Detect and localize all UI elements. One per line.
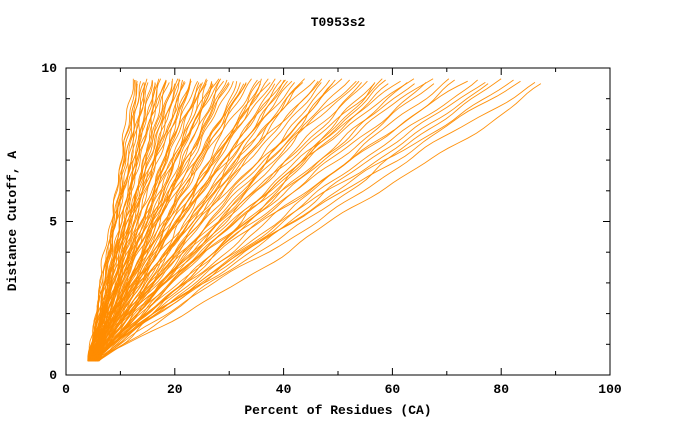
- x-tick-label: 40: [276, 382, 292, 397]
- model-curve: [91, 80, 401, 362]
- model-curve: [95, 82, 486, 362]
- model-curve: [88, 81, 141, 362]
- model-curve: [89, 78, 383, 362]
- y-tick-label: 5: [49, 215, 57, 230]
- model-curve: [98, 79, 478, 362]
- model-curve: [94, 82, 376, 362]
- model-curve: [87, 80, 293, 362]
- x-tick-label: 100: [598, 382, 622, 397]
- model-curve: [95, 80, 521, 362]
- x-tick-label: 60: [385, 382, 401, 397]
- model-curve: [96, 83, 415, 362]
- axes-layer: 0 20 40 60 80 100 0 5 10: [41, 61, 622, 397]
- curves-layer: [87, 78, 542, 362]
- model-curve: [92, 82, 304, 362]
- model-curve: [89, 78, 134, 362]
- model-curve: [92, 79, 331, 362]
- y-tick-label: 10: [41, 61, 57, 76]
- model-curve: [91, 82, 427, 362]
- model-curve: [94, 78, 415, 362]
- model-curve: [96, 82, 536, 362]
- model-curve: [89, 80, 319, 362]
- model-curve: [92, 78, 222, 362]
- model-curve: [87, 82, 145, 362]
- model-curve: [92, 78, 343, 362]
- model-curve: [91, 79, 386, 362]
- model-curve: [95, 83, 247, 362]
- model-curve: [91, 78, 323, 362]
- chart-title: T0953s2: [311, 15, 366, 30]
- model-curve: [88, 79, 183, 362]
- model-curve: [93, 79, 167, 362]
- model-curve: [95, 83, 489, 362]
- model-curve: [95, 78, 450, 362]
- model-curve: [93, 78, 434, 362]
- model-curve: [98, 80, 368, 362]
- y-axis-title: Distance Cutoff, A: [5, 151, 20, 292]
- model-curve: [93, 83, 435, 362]
- model-curve: [91, 80, 468, 362]
- model-curve: [94, 80, 357, 362]
- model-curve: [88, 83, 389, 362]
- x-tick-label: 20: [167, 382, 183, 397]
- x-tick-label: 0: [62, 382, 70, 397]
- model-curve: [96, 78, 502, 362]
- x-tick-label: 80: [493, 382, 509, 397]
- model-curve: [90, 82, 203, 362]
- model-curve: [87, 78, 148, 362]
- y-tick-label: 0: [49, 368, 57, 383]
- model-curve: [93, 78, 305, 362]
- model-curve: [92, 79, 316, 362]
- model-curve: [93, 81, 238, 362]
- model-curve: [87, 83, 542, 362]
- model-curve: [96, 83, 276, 362]
- model-curve: [89, 80, 225, 362]
- model-curve: [92, 78, 220, 362]
- model-curve: [89, 78, 191, 362]
- x-axis-title: Percent of Residues (CA): [244, 403, 431, 418]
- model-curve: [90, 79, 208, 362]
